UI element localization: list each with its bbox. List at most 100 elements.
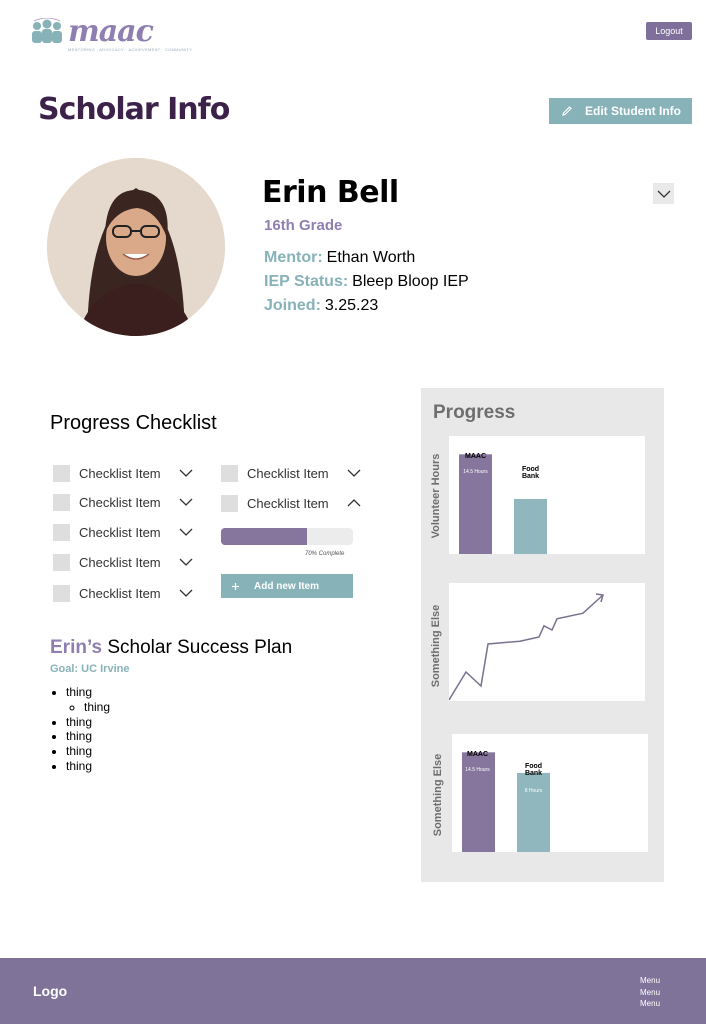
- footer-menu-item[interactable]: Menu: [640, 976, 661, 985]
- checklist-progress-bar: [221, 528, 353, 545]
- bar-category-label: MAAC: [467, 751, 488, 758]
- chart-ylabel: Something Else: [432, 753, 444, 837]
- list-item-text: thing: [66, 758, 93, 773]
- footer-menu-item[interactable]: Menu: [640, 999, 661, 1008]
- list-item-text: thing: [66, 685, 93, 699]
- chart-ylabel: Something Else: [430, 604, 442, 688]
- checklist-title: Progress Checklist: [50, 412, 217, 434]
- bar-value-label: 8 Hours: [524, 788, 543, 794]
- logo-text: maac: [68, 14, 154, 49]
- page-title: Scholar Info: [38, 92, 230, 127]
- checklist-item-label: Checklist Item: [79, 585, 161, 601]
- line-series: [448, 594, 604, 701]
- bar-value-label: 14.5 Hours: [465, 767, 490, 773]
- list-item: thing: [66, 759, 110, 774]
- add-item-label: Add new Item: [254, 580, 320, 592]
- joined-label: Joined:: [264, 297, 321, 314]
- bar-chart: MAAC Food Bank 14.5 Hours 8 Hours: [452, 734, 648, 852]
- volunteer-hours-chart: MAAC Food Bank 14.5 Hours 8 Hours: [449, 436, 645, 554]
- list-item: thing: [66, 729, 110, 744]
- footer: Logo Menu Menu Menu: [0, 958, 706, 1024]
- list-item: thing: [66, 715, 110, 730]
- plan-owner: Erin’s: [50, 637, 103, 658]
- chevron-down-icon[interactable]: [179, 588, 193, 598]
- checklist-progress-fill: [221, 528, 307, 545]
- list-item: thing thing: [66, 685, 110, 715]
- chart-ylabel: Volunteer Hours: [430, 453, 442, 539]
- people-group-icon: [32, 18, 62, 43]
- bar-category-label: Food Bank: [521, 466, 540, 480]
- student-avatar: [47, 158, 225, 336]
- plus-icon: [232, 582, 239, 590]
- checkbox[interactable]: [221, 464, 238, 482]
- checkbox[interactable]: [53, 584, 70, 602]
- list-item-text: thing: [66, 714, 93, 729]
- checklist-item[interactable]: Checklist Item: [53, 584, 193, 602]
- success-plan-title: Erin’s Scholar Success Plan: [50, 637, 292, 659]
- checklist-item[interactable]: Checklist Item: [53, 464, 193, 482]
- joined-value: 3.25.23: [324, 297, 379, 314]
- bar-value-label: 14.5 Hours: [463, 469, 488, 475]
- bar: [517, 772, 550, 852]
- checklist-item-label: Checklist Item: [247, 465, 329, 481]
- plan-list: thing thing thing thing thing thing: [66, 685, 110, 774]
- list-item-text: thing: [84, 699, 111, 714]
- iep-label: IEP Status:: [264, 273, 349, 290]
- chevron-down-icon[interactable]: [179, 468, 193, 478]
- line-chart-svg: [448, 593, 604, 701]
- plan-goal: Goal: UC Irvine: [50, 663, 130, 675]
- logo-tagline: MENTORING · ADVOCACY · ACHIEVEMENT · COM…: [68, 47, 193, 52]
- checklist-item-label: Checklist Item: [247, 495, 329, 511]
- line-chart: [448, 583, 645, 701]
- student-photo: [47, 158, 225, 336]
- chevron-down-icon[interactable]: [179, 497, 193, 507]
- bar-chart-svg: [459, 454, 547, 554]
- edit-student-info-button[interactable]: Edit Student Info: [549, 98, 692, 124]
- checklist-item-label: Checklist Item: [79, 465, 161, 481]
- chevron-down-icon[interactable]: [179, 527, 193, 537]
- checklist-item-label: Checklist Item: [79, 494, 161, 510]
- edit-button-label: Edit Student Info: [585, 104, 681, 118]
- footer-menu: Menu Menu Menu: [640, 975, 660, 1010]
- chevron-down-icon[interactable]: [347, 468, 361, 478]
- bar: [514, 499, 547, 554]
- checklist-item[interactable]: Checklist Item: [221, 494, 361, 512]
- footer-logo[interactable]: Logo: [33, 983, 68, 999]
- checklist-item-label: Checklist Item: [79, 524, 161, 540]
- checkbox[interactable]: [53, 493, 70, 511]
- mentor-value: Ethan Worth: [326, 249, 416, 266]
- checklist-item[interactable]: Checklist Item: [53, 493, 193, 511]
- iep-row: IEP Status: Bleep Bloop IEP: [264, 273, 469, 291]
- iep-value: Bleep Bloop IEP: [352, 273, 469, 290]
- add-new-item-button[interactable]: Add new Item: [221, 574, 353, 598]
- progress-panel-title: Progress: [433, 402, 516, 423]
- student-name: Erin Bell: [262, 175, 399, 210]
- checkbox[interactable]: [53, 553, 70, 571]
- pencil-icon: [562, 106, 572, 116]
- logout-button[interactable]: Logout: [646, 22, 692, 40]
- bar: [462, 752, 495, 852]
- bar-value-label: 8 Hours: [521, 490, 540, 496]
- checklist-item[interactable]: Checklist Item: [53, 553, 193, 571]
- line-arrowhead: [595, 593, 604, 603]
- checklist-item[interactable]: Checklist Item: [53, 523, 193, 541]
- student-grade: 16th Grade: [264, 217, 343, 234]
- profile-expand-button[interactable]: [653, 183, 674, 204]
- maac-logo[interactable]: maac MENTORING · ADVOCACY · ACHIEVEMENT …: [30, 14, 192, 54]
- checkbox[interactable]: [53, 523, 70, 541]
- checklist-item[interactable]: Checklist Item: [221, 464, 361, 482]
- bar-category-label: MAAC: [465, 453, 486, 460]
- bar-chart-svg: [462, 752, 550, 852]
- list-item: thing: [66, 744, 110, 759]
- mentor-row: Mentor: Ethan Worth: [264, 249, 415, 267]
- progress-label: 70% Complete: [305, 551, 345, 557]
- joined-row: Joined: 3.25.23: [264, 297, 378, 315]
- chevron-down-icon: [657, 190, 670, 198]
- checkbox[interactable]: [53, 464, 70, 482]
- checkbox[interactable]: [221, 494, 238, 512]
- list-item-text: thing: [66, 744, 93, 759]
- chevron-up-icon[interactable]: [347, 498, 361, 508]
- chevron-down-icon[interactable]: [179, 557, 193, 567]
- mentor-label: Mentor:: [264, 249, 323, 266]
- footer-menu-item[interactable]: Menu: [640, 987, 661, 997]
